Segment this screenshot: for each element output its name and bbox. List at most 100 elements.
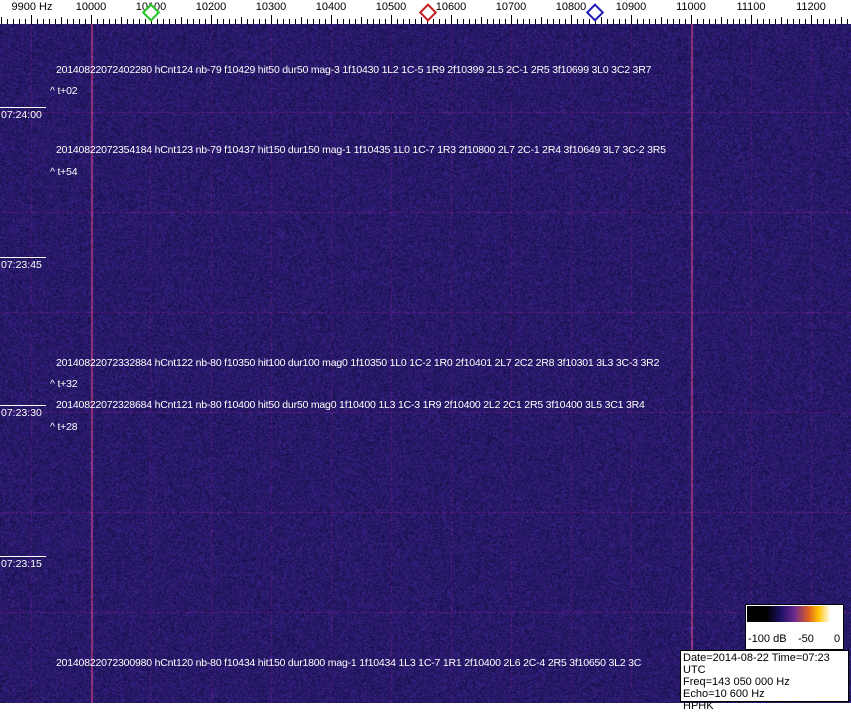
time-label: 07:23:45 xyxy=(0,257,46,271)
meteor-event-line: 20140822072332884 hCnt122 nb-80 f10350 h… xyxy=(56,357,660,369)
scale-tick xyxy=(55,19,56,24)
scale-tick xyxy=(229,19,230,24)
scale-tick xyxy=(589,19,590,24)
scale-tick xyxy=(739,19,740,24)
scale-tick xyxy=(805,19,806,24)
scale-tick xyxy=(775,19,776,24)
scale-tick xyxy=(319,19,320,24)
scale-tick xyxy=(607,19,608,24)
legend-label-max: 0 xyxy=(834,633,841,645)
scale-tick xyxy=(757,19,758,24)
scale-tick xyxy=(829,19,830,24)
scale-tick xyxy=(253,19,254,24)
scale-tick xyxy=(727,19,728,24)
scale-tick xyxy=(847,19,848,24)
scale-tick xyxy=(49,19,50,24)
scale-tick xyxy=(763,19,764,24)
scale-tick xyxy=(709,19,710,24)
freq-label: 11000 xyxy=(676,1,706,13)
info-station: HPHK xyxy=(683,700,714,712)
scale-tick xyxy=(541,17,542,24)
scale-tick xyxy=(67,19,68,24)
scale-tick xyxy=(103,19,104,24)
scale-tick xyxy=(85,19,86,24)
scale-tick xyxy=(469,19,470,24)
freq-label: 10800 xyxy=(555,1,587,13)
info-frequency: Freq=143 050 000 Hz xyxy=(683,676,790,688)
scale-tick xyxy=(733,19,734,24)
scale-tick xyxy=(583,19,584,24)
scale-tick xyxy=(517,19,518,24)
scale-tick xyxy=(301,17,302,24)
scale-tick xyxy=(145,19,146,24)
scale-tick xyxy=(277,19,278,24)
scale-tick xyxy=(1,17,2,24)
scale-tick xyxy=(391,15,392,24)
freq-label: 11100 xyxy=(736,1,766,13)
scale-tick xyxy=(409,19,410,24)
scale-tick xyxy=(463,19,464,24)
color-gradient xyxy=(747,606,842,622)
freq-label: 10400 xyxy=(315,1,347,13)
scale-tick xyxy=(157,19,158,24)
scale-tick xyxy=(619,19,620,24)
scale-tick xyxy=(343,19,344,24)
scale-tick xyxy=(787,19,788,24)
scale-tick xyxy=(337,19,338,24)
event-time-offset: ^ t+54 xyxy=(50,166,78,178)
freq-label: 10300 xyxy=(255,1,287,13)
freq-label: 11200 xyxy=(796,1,826,13)
scale-tick xyxy=(217,19,218,24)
scale-tick xyxy=(487,19,488,24)
scale-tick xyxy=(133,19,134,24)
scale-tick xyxy=(811,15,812,24)
scale-tick xyxy=(259,19,260,24)
scale-tick xyxy=(349,19,350,24)
scale-tick xyxy=(613,19,614,24)
scale-tick xyxy=(703,19,704,24)
scale-tick xyxy=(511,15,512,24)
scale-tick xyxy=(685,19,686,24)
scale-tick xyxy=(673,19,674,24)
scale-tick xyxy=(169,19,170,24)
scale-tick xyxy=(61,17,62,24)
freq-label: 10700 xyxy=(495,1,527,13)
scale-tick xyxy=(577,19,578,24)
meteor-event-line: 20140822072328684 hCnt121 nb-80 f10400 h… xyxy=(56,399,645,411)
scale-tick xyxy=(13,19,14,24)
scale-tick xyxy=(271,15,272,24)
freq-label: 10200 xyxy=(195,1,227,13)
scale-tick xyxy=(445,19,446,24)
scale-tick xyxy=(211,15,212,24)
scale-tick xyxy=(841,17,842,24)
scale-tick xyxy=(91,15,92,24)
scale-tick xyxy=(697,19,698,24)
scale-tick xyxy=(535,19,536,24)
scale-tick xyxy=(79,19,80,24)
scale-tick xyxy=(457,19,458,24)
scale-tick xyxy=(187,19,188,24)
scale-tick xyxy=(163,19,164,24)
waterfall-spectrogram[interactable] xyxy=(0,24,851,703)
scale-tick xyxy=(115,19,116,24)
scale-tick xyxy=(265,19,266,24)
scale-tick xyxy=(25,19,26,24)
scale-tick xyxy=(751,15,752,24)
scale-tick xyxy=(325,19,326,24)
scale-tick xyxy=(127,19,128,24)
legend-label-min: -100 dB xyxy=(748,633,787,645)
scale-tick xyxy=(547,19,548,24)
time-label: 07:23:15 xyxy=(0,556,46,570)
meteor-event-line: 20140822072354184 hCnt123 nb-79 f10437 h… xyxy=(56,144,666,156)
scale-tick xyxy=(505,19,506,24)
scale-tick xyxy=(529,19,530,24)
scale-tick xyxy=(421,17,422,24)
scale-tick xyxy=(295,19,296,24)
scale-tick xyxy=(31,15,32,24)
scale-tick xyxy=(247,19,248,24)
scale-tick xyxy=(373,19,374,24)
scale-tick xyxy=(571,15,572,24)
scale-tick xyxy=(331,15,332,24)
scale-tick xyxy=(565,19,566,24)
scale-tick xyxy=(559,19,560,24)
